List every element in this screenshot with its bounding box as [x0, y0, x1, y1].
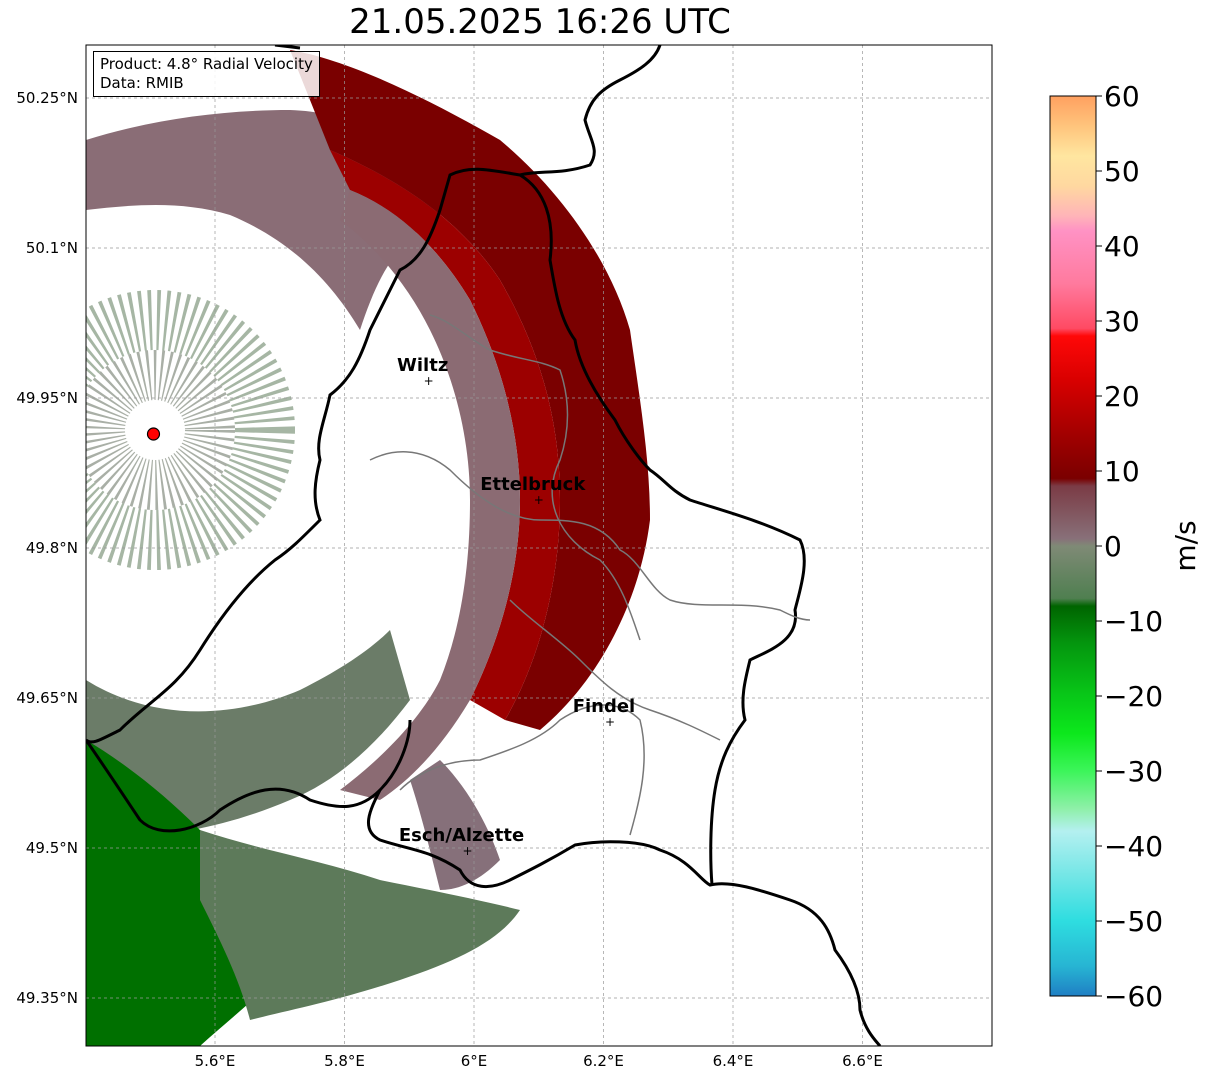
country-borders: [86, 45, 882, 1046]
colorbar-tick-label: −60: [1104, 980, 1163, 1013]
colorbar-tick-label: 20: [1104, 380, 1140, 413]
echo-band-pink: [340, 190, 520, 800]
product-label: Product: 4.8° Radial Velocity: [100, 55, 313, 73]
colorbar-gradient: [1049, 95, 1097, 997]
city-marker-icon: +: [424, 374, 434, 388]
border-france-belgium: [86, 719, 412, 833]
colorbar-tick-label: −50: [1104, 905, 1163, 938]
radar-data-layer: [86, 50, 650, 1046]
lon-tick-label: 6.6°E: [842, 1052, 883, 1070]
colorbar-tick-label: 0: [1104, 530, 1122, 563]
colorbar-ticks: 60 50 40 30 20 10 0 −10 −20 −30 −40 −50 −60: [1096, 80, 1163, 1013]
lat-tick-label: 49.95°N: [16, 389, 78, 407]
lon-tick-label: 6°E: [461, 1052, 488, 1070]
lon-tick-label: 6.2°E: [583, 1052, 624, 1070]
colorbar-tick-label: 30: [1104, 305, 1140, 338]
latitude-axis: 50.25°N 50.1°N 49.95°N 49.8°N 49.65°N 49.5°N 4…: [16, 89, 78, 1007]
district-borders: [369, 314, 811, 836]
colorbar-unit-label: m/s: [1169, 520, 1202, 571]
lon-tick-label: 5.6°E: [195, 1052, 236, 1070]
lat-tick-label: 49.5°N: [26, 839, 78, 857]
lon-tick-label: 5.8°E: [324, 1052, 365, 1070]
colorbar-tick-label: 10: [1104, 455, 1140, 488]
data-source-label: Data: RMIB: [100, 74, 184, 92]
map-frame: [85, 44, 993, 1047]
colorbar-tick-label: −30: [1104, 755, 1163, 788]
near-radar-clutter: [86, 290, 295, 570]
border-luxembourg-germany: [519, 173, 806, 886]
city-marker-icon: +: [462, 844, 472, 858]
lat-tick-label: 50.1°N: [26, 239, 78, 257]
border-france-lux-germany: [366, 789, 882, 1046]
colorbar-tick-label: −40: [1104, 830, 1163, 863]
lon-tick-label: 6.4°E: [713, 1052, 754, 1070]
lat-tick-label: 49.8°N: [26, 539, 78, 557]
city-label: Wiltz: [397, 355, 448, 376]
echo-ring-southwest: [86, 630, 410, 840]
colorbar-tick-label: 50: [1104, 155, 1140, 188]
city-label: Findel: [573, 696, 636, 717]
city-marker-icon: +: [605, 715, 615, 729]
map-grid: [86, 45, 992, 1046]
city-label: Esch/Alzette: [399, 825, 524, 846]
city-marker-icon: +: [534, 493, 544, 507]
colorbar-tick-label: −20: [1104, 680, 1163, 713]
lat-tick-label: 49.65°N: [16, 689, 78, 707]
colorbar-tick-label: −10: [1104, 605, 1163, 638]
info-box: Product: 4.8° Radial Velocity Data: RMIB: [93, 51, 320, 97]
longitude-axis: 5.6°E 5.8°E 6°E 6.2°E 6.4°E 6.6°E: [195, 1052, 883, 1070]
colorbar-tick-label: 60: [1104, 80, 1140, 113]
radar-site-marker: [146, 427, 161, 441]
lat-tick-label: 49.35°N: [16, 989, 78, 1007]
lat-tick-label: 50.25°N: [16, 89, 78, 107]
echo-streak-south: [410, 760, 500, 890]
echo-band-red: [330, 150, 560, 720]
near-radar-clutter-inner: [86, 350, 235, 510]
colorbar-tick-label: 40: [1104, 230, 1140, 263]
map-title: 21.05.2025 16:26 UTC: [349, 2, 731, 42]
city-label: Ettelbruck: [480, 474, 586, 495]
echo-ring-south: [200, 830, 520, 1020]
city-markers: +Wiltz+Ettelbruck+Findel+Esch/Alzette: [397, 355, 635, 858]
echo-band-dark-red: [290, 50, 650, 730]
